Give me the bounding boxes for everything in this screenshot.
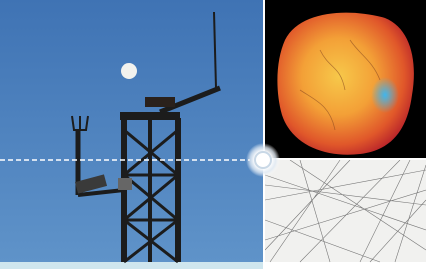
sky-photo xyxy=(0,0,263,262)
photo-bottom-strip xyxy=(0,262,263,269)
moon xyxy=(121,63,137,79)
composite-image xyxy=(0,0,426,269)
slider-handle-core[interactable] xyxy=(255,152,271,168)
geoid-low xyxy=(371,77,399,113)
map-panel xyxy=(265,160,426,262)
horizontal-gap xyxy=(265,158,426,160)
vertical-gap xyxy=(263,0,265,269)
page xyxy=(0,0,426,269)
